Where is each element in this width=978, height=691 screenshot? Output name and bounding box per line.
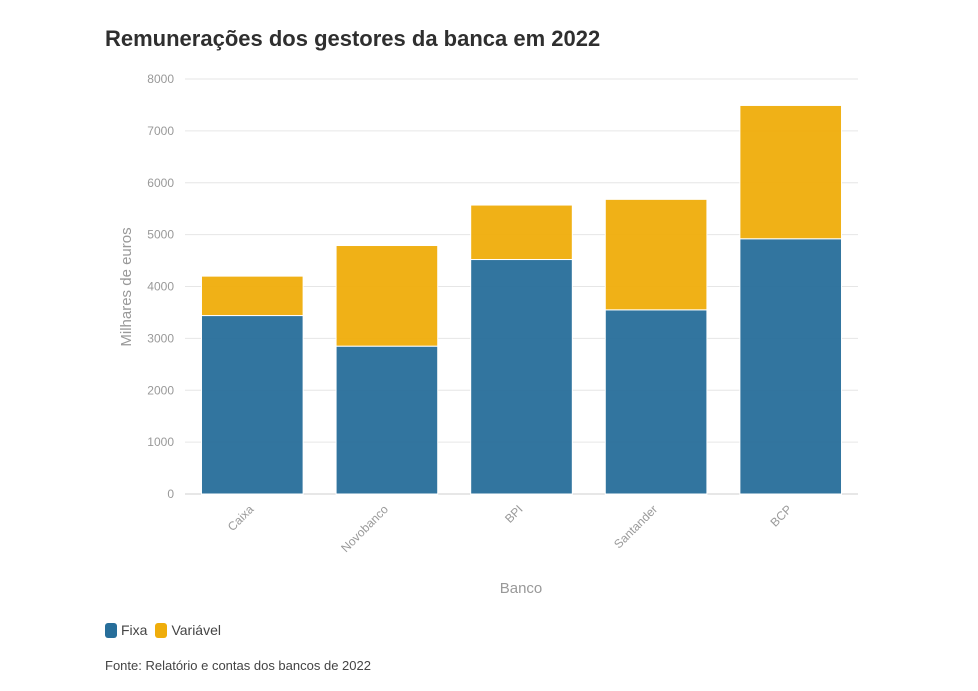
y-axis-label: Milhares de euros — [118, 227, 135, 346]
y-tick-label: 8000 — [147, 72, 174, 86]
bar-fixa-caixa[interactable] — [200, 315, 304, 495]
bar-variavel-caixa[interactable] — [200, 275, 304, 317]
x-tick-label: BCP — [767, 502, 794, 529]
chart-title: Remunerações dos gestores da banca em 20… — [105, 26, 601, 51]
legend-label-variavel: Variável — [171, 622, 221, 638]
bar-variavel-santander[interactable] — [604, 198, 708, 311]
legend-swatch-variavel — [155, 622, 168, 638]
legend: Fixa Variável — [105, 622, 229, 638]
x-tick-label: BPI — [502, 502, 526, 526]
y-tick-label: 7000 — [147, 124, 174, 138]
x-tick-label: Novobanco — [338, 502, 391, 555]
bar-fixa-santander[interactable] — [604, 309, 708, 495]
y-tick-label: 5000 — [147, 228, 174, 242]
y-tick-label: 6000 — [147, 176, 174, 190]
y-axis-ticks: 0 1000 2000 3000 4000 5000 6000 7000 8000 — [147, 72, 174, 501]
bar-fixa-bcp[interactable] — [739, 238, 843, 495]
bar-fixa-novobanco[interactable] — [335, 345, 439, 495]
x-tick-label: Santander — [611, 502, 660, 551]
bar-variavel-novobanco[interactable] — [335, 245, 439, 347]
legend-item-fixa[interactable]: Fixa — [105, 622, 147, 638]
bars — [200, 104, 843, 495]
x-axis-ticks: Caixa Novobanco BPI Santander BCP — [225, 502, 795, 555]
y-tick-label: 1000 — [147, 435, 174, 449]
bar-variavel-bpi[interactable] — [470, 204, 573, 261]
y-tick-label: 3000 — [147, 331, 174, 345]
y-tick-label: 4000 — [147, 280, 174, 294]
x-tick-label: Caixa — [225, 502, 257, 534]
legend-swatch-fixa — [105, 622, 117, 638]
legend-label-fixa: Fixa — [121, 622, 148, 638]
y-tick-label: 2000 — [147, 383, 174, 397]
x-axis-label: Banco — [500, 580, 543, 597]
bar-variavel-bcp[interactable] — [739, 104, 843, 240]
source-note: Fonte: Relatório e contas dos bancos de … — [105, 658, 371, 673]
bar-fixa-bpi[interactable] — [470, 259, 573, 495]
legend-item-variavel[interactable]: Variável — [155, 622, 221, 638]
y-tick-label: 0 — [167, 487, 174, 501]
